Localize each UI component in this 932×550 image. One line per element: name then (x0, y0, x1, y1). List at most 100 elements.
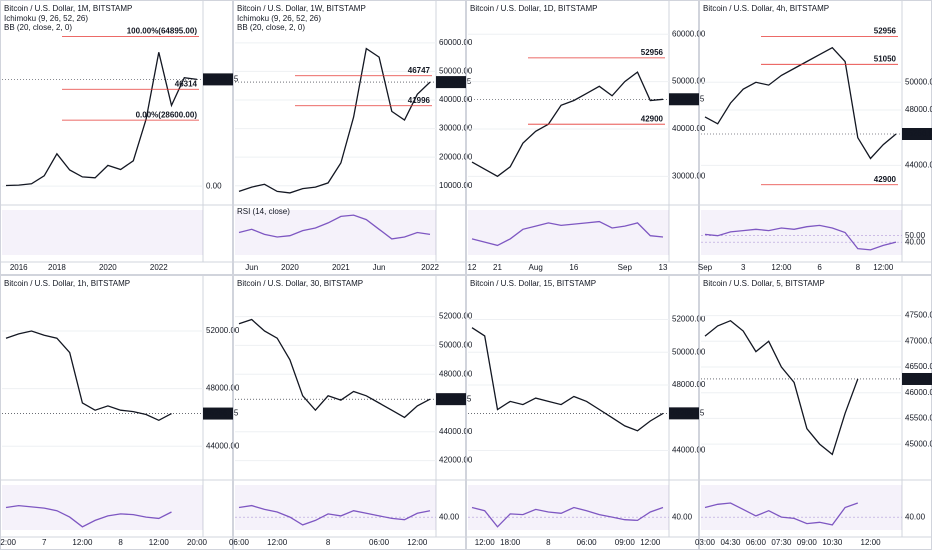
x-tick-label: 12:00 (267, 538, 288, 547)
indicator-label: BB (20, close, 2, 0) (4, 23, 72, 32)
x-tick-label: 8 (118, 538, 123, 547)
rsi-band (468, 485, 669, 530)
y-tick-label: 50000.00 (672, 347, 706, 356)
rsi-band (701, 210, 902, 255)
y-tick-label: 10000.00 (439, 181, 473, 190)
x-tick-label: Jun (245, 263, 258, 272)
x-tick-label: Sep (698, 263, 713, 272)
rsi-line (238, 214, 431, 240)
x-tick-label: 13 (659, 263, 668, 272)
y-tick-label: 44000.00 (905, 160, 932, 169)
rsi-band (468, 210, 669, 255)
panel-border (233, 0, 466, 275)
x-tick-label: 2016 (10, 263, 28, 272)
rsi-band (2, 210, 203, 255)
x-tick-label: 12:00 (407, 538, 428, 547)
annotation-label: 52956 (874, 27, 897, 36)
rsi-band (701, 485, 902, 530)
last-price-tag (203, 73, 233, 86)
y-tick-label: 47000.00 (905, 336, 932, 345)
y-tick-label: 50000.00 (672, 77, 706, 86)
panel-border (0, 0, 233, 275)
y-tick-label: 50000.00 (439, 341, 473, 350)
last-price-tag (669, 407, 699, 420)
panel-title: Bitcoin / U.S. Dollar, 1h, BITSTAMP (4, 279, 130, 288)
x-tick-label: 8 (856, 263, 861, 272)
x-tick-label: 03:00 (695, 538, 716, 547)
y-tick-label: 48000.00 (439, 369, 473, 378)
x-tick-label: 12:00 (640, 538, 661, 547)
x-tick-label: 8 (326, 538, 331, 547)
y-tick-label: 60000.00 (439, 38, 473, 47)
price-line (238, 47, 431, 194)
panel-title: Bitcoin / U.S. Dollar, 1W, BITSTAMP (237, 4, 366, 13)
x-tick-label: 06:00 (369, 538, 390, 547)
annotation-label: 42900 (874, 175, 897, 184)
panel-title: Bitcoin / U.S. Dollar, 4h, BITSTAMP (703, 4, 829, 13)
x-tick-label: 2022 (421, 263, 439, 272)
rsi-tick-label: 40.00 (905, 512, 926, 521)
x-tick-label: Jun (373, 263, 386, 272)
x-tick-label: 2020 (281, 263, 299, 272)
rsi-line (5, 504, 172, 528)
x-tick-label: 12:00 (475, 538, 496, 547)
last-price-label: 46266.95 (671, 94, 705, 103)
indicator-label: BB (20, close, 2, 0) (237, 23, 305, 32)
last-price-tag (902, 127, 932, 140)
y-tick-label: 47500.00 (905, 311, 932, 320)
x-tick-label: 12:00 (771, 263, 792, 272)
last-price-label: 46266.95 (438, 394, 472, 403)
rsi-line (238, 504, 431, 526)
y-tick-label: 45000.00 (905, 439, 932, 448)
annotation-label: 46747 (408, 66, 431, 75)
y-tick-label: 30000.00 (672, 171, 706, 180)
y-tick-label: 50000.00 (905, 77, 932, 86)
y-tick-label: 40000.00 (672, 124, 706, 133)
x-tick-label: 21 (493, 263, 502, 272)
indicator-label: Ichimoku (9, 26, 52, 26) (4, 14, 88, 23)
x-tick-label: 12:00 (861, 538, 882, 547)
panel-title: Bitcoin / U.S. Dollar, 5, BITSTAMP (703, 279, 825, 288)
last-price-label: 46266.95 (904, 129, 932, 138)
annotation-label: 52956 (641, 48, 664, 57)
x-tick-label: 2021 (332, 263, 350, 272)
x-tick-label: 6 (817, 263, 822, 272)
y-tick-label: 45500.00 (905, 414, 932, 423)
panel-title: Bitcoin / U.S. Dollar, 15, BITSTAMP (470, 279, 596, 288)
y-tick-label: 44000.00 (672, 446, 706, 455)
y-tick-label: 52000.00 (439, 312, 473, 321)
x-tick-label: 12:00 (149, 538, 170, 547)
x-tick-label: 04:30 (720, 538, 741, 547)
y-tick-label: 48000.00 (206, 384, 240, 393)
annotation-label: 41996 (408, 96, 431, 105)
y-tick-label: 50000.00 (439, 67, 473, 76)
x-tick-label: 07:30 (771, 538, 792, 547)
indicator-label: Ichimoku (9, 26, 52, 26) (237, 14, 321, 23)
annotation-label: 100.00%(64895.00) (127, 27, 198, 36)
x-tick-label: 3 (741, 263, 746, 272)
x-tick-label: 06:00 (229, 538, 250, 547)
x-tick-label: 09:00 (797, 538, 818, 547)
rsi-tick-label: 50.00 (905, 231, 926, 240)
x-tick-label: Sep (618, 263, 633, 272)
x-tick-label: 12:00 (873, 263, 894, 272)
panel-title: Bitcoin / U.S. Dollar, 30, BITSTAMP (237, 279, 363, 288)
price-line (471, 327, 664, 432)
y-tick-label: 40000.00 (439, 95, 473, 104)
rsi-line (704, 502, 859, 526)
last-price-label: 46266.95 (438, 77, 472, 86)
price-line (704, 46, 897, 160)
x-tick-label: 06:00 (746, 538, 767, 547)
rsi-line (471, 506, 664, 528)
x-tick-label: 12:00 (0, 538, 17, 547)
x-tick-label: 2018 (48, 263, 66, 272)
x-tick-label: 7 (42, 538, 47, 547)
y-tick-label: 44000.00 (439, 427, 473, 436)
rsi-tick-label: 40.00 (672, 512, 693, 521)
annotation-label: 0.00%(28600.00) (136, 110, 198, 119)
rsi-tick-label: 40.00 (905, 237, 926, 246)
y-tick-label: 46500.00 (905, 362, 932, 371)
last-price-label: 46266.95 (671, 408, 705, 417)
x-tick-label: 20:00 (187, 538, 208, 547)
